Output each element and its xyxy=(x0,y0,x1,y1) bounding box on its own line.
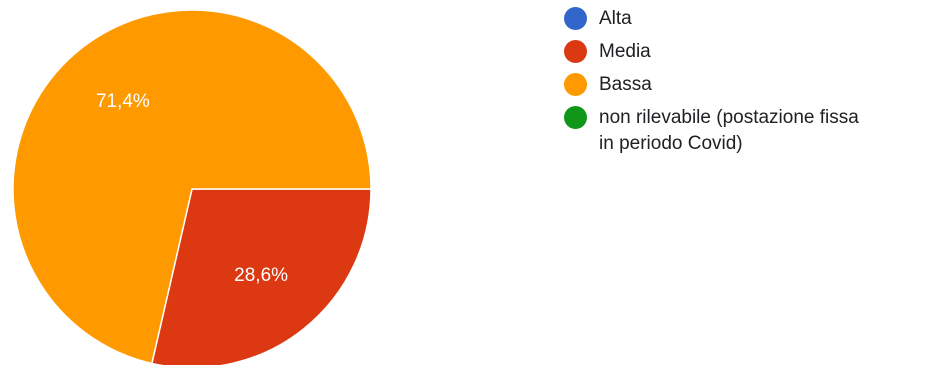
legend-item-bassa: Bassa xyxy=(564,72,930,98)
legend-item-media: Media xyxy=(564,39,930,65)
legend-swatch-icon xyxy=(564,73,587,96)
legend-item-alta: Alta xyxy=(564,6,930,32)
pie-slice-bassa xyxy=(12,9,372,365)
legend-label: Media xyxy=(599,41,651,62)
legend-swatch-icon xyxy=(564,40,587,63)
pie-slice-labels: 28,6% 71,4% xyxy=(96,91,288,286)
slice-label-media: 28,6% xyxy=(234,265,288,286)
legend-item-non-rilevabile-postazione-fissa-in-periodo-covid: non rilevabile (postazione fissa in peri… xyxy=(564,105,930,157)
legend-swatch-icon xyxy=(564,7,587,30)
legend-swatch-icon xyxy=(564,106,587,129)
pie-slices xyxy=(12,9,372,365)
legend-label: Bassa xyxy=(599,74,652,95)
slice-label-bassa: 71,4% xyxy=(96,91,150,112)
pie-slice-media xyxy=(150,188,372,365)
legend-label: non rilevabile (postazione fissa in peri… xyxy=(599,107,859,154)
legend-label: Alta xyxy=(599,8,632,29)
chart-legend: Alta Media Bassa non rilevabile (postazione… xyxy=(564,6,930,164)
